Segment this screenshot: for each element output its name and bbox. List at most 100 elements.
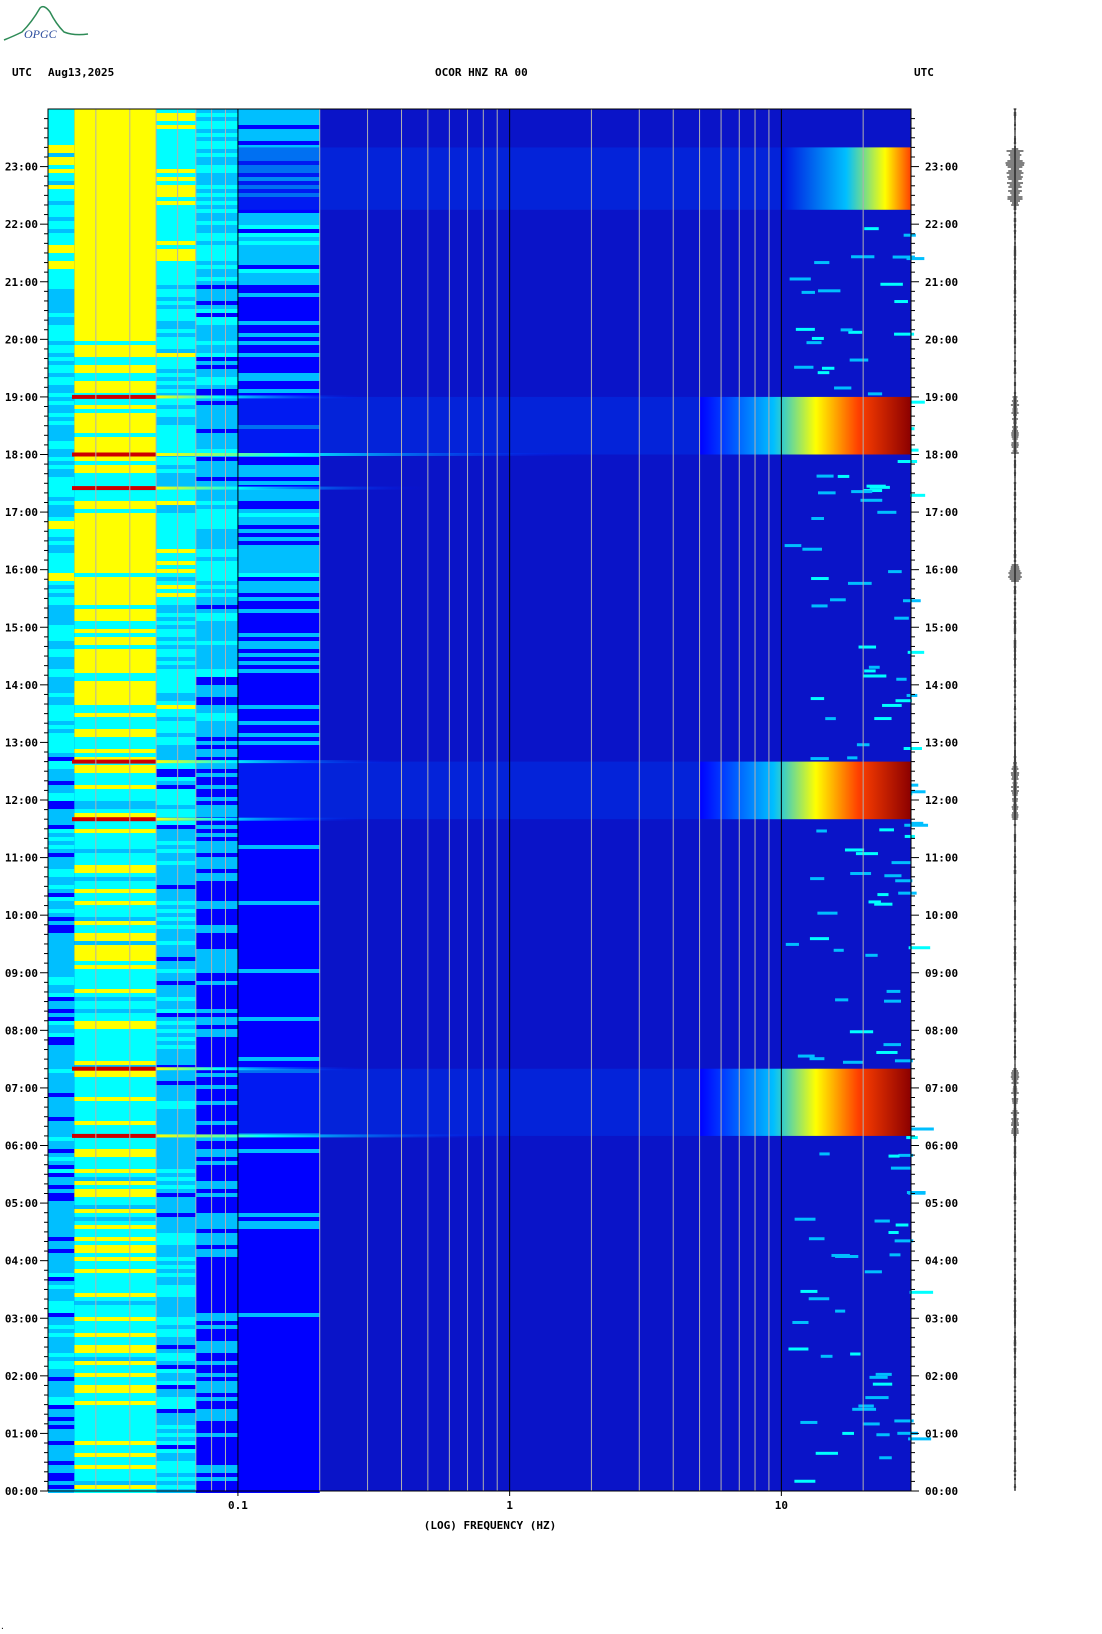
- microseism-cell: [48, 981, 75, 985]
- microseism-cell: [48, 1381, 75, 1385]
- microseism-cell: [195, 581, 238, 585]
- microseism-cell: [156, 693, 196, 697]
- microseism-cell: [74, 685, 157, 689]
- microseism-cell: [156, 841, 196, 845]
- microseism-cell: [156, 1421, 196, 1425]
- microseism-cell: [48, 869, 75, 873]
- microseism-cell: [156, 213, 196, 217]
- microseism-cell: [74, 177, 157, 181]
- microseism-cell: [195, 1461, 238, 1465]
- microseism-cell: [48, 465, 75, 469]
- microseism-cell: [74, 121, 157, 125]
- microseism-cell: [156, 317, 196, 321]
- microseism-cell: [237, 109, 320, 113]
- microseism-cell: [48, 1361, 75, 1365]
- microseism-cell: [156, 1349, 196, 1353]
- microseism-cell: [237, 209, 320, 213]
- microseism-cell: [48, 921, 75, 925]
- microseism-cell: [195, 493, 238, 497]
- microseism-cell: [48, 593, 75, 597]
- noise-speckle: [908, 1191, 926, 1195]
- microseism-cell: [74, 373, 157, 377]
- microseism-cell: [48, 729, 75, 733]
- microseism-cell: [156, 777, 196, 781]
- microseism-cell: [74, 245, 157, 249]
- microseism-cell: [195, 181, 238, 185]
- microseism-cell: [156, 1309, 196, 1313]
- microseism-cell: [195, 661, 238, 665]
- microseism-cell: [195, 593, 238, 597]
- microseism-cell: [195, 837, 238, 841]
- microseism-cell: [156, 905, 196, 909]
- microseism-cell: [237, 917, 320, 921]
- noise-speckle: [842, 1060, 863, 1064]
- noise-speckle: [816, 829, 827, 833]
- microseism-cell: [48, 217, 75, 221]
- microseism-cell: [48, 313, 75, 317]
- microseism-cell: [237, 1009, 320, 1013]
- microseism-cell: [74, 229, 157, 233]
- microseism-cell: [156, 737, 196, 741]
- microseism-cell: [195, 241, 238, 245]
- microseism-cell: [48, 269, 75, 273]
- microseism-cell: [195, 989, 238, 993]
- microseism-cell: [156, 1241, 196, 1245]
- microseism-cell: [74, 1485, 157, 1489]
- microseism-cell: [48, 965, 75, 969]
- microseism-cell: [74, 193, 157, 197]
- microseism-cell: [237, 829, 320, 833]
- microseism-cell: [195, 265, 238, 269]
- noise-speckle: [789, 277, 811, 281]
- microseism-cell: [74, 1349, 157, 1353]
- microseism-cell: [156, 629, 196, 633]
- microseism-cell: [156, 769, 196, 773]
- noise-speckle: [840, 328, 853, 332]
- microseism-cell: [74, 1329, 157, 1333]
- microseism-cell: [156, 881, 196, 885]
- microseism-cell: [237, 217, 320, 221]
- y-tick-label-left: 11:00: [5, 852, 38, 865]
- microseism-cell: [237, 1473, 320, 1477]
- microseism-cell: [237, 745, 320, 749]
- microseism-cell: [195, 1345, 238, 1349]
- microseism-cell: [237, 841, 320, 845]
- microseism-cell: [237, 141, 320, 145]
- microseism-cell: [237, 937, 320, 941]
- microseism-cell: [74, 1117, 157, 1121]
- microseism-cell: [195, 1265, 238, 1269]
- microseism-cell: [195, 857, 238, 861]
- microseism-cell: [156, 1445, 196, 1449]
- microseism-cell: [74, 945, 157, 949]
- microseism-cell: [156, 1397, 196, 1401]
- microseism-cell: [195, 617, 238, 621]
- microseism-cell: [156, 1429, 196, 1433]
- microseism-cell: [48, 1421, 75, 1425]
- microseism-cell: [48, 529, 75, 533]
- microseism-cell: [237, 553, 320, 557]
- microseism-cell: [237, 345, 320, 349]
- microseism-cell: [74, 873, 157, 877]
- microseism-cell: [74, 765, 157, 769]
- microseism-cell: [74, 1397, 157, 1401]
- microseism-cell: [156, 385, 196, 389]
- microseism-cell: [237, 1297, 320, 1301]
- microseism-cell: [156, 825, 196, 829]
- microseism-cell: [237, 501, 320, 505]
- microseism-cell: [48, 1453, 75, 1457]
- microseism-cell: [156, 509, 196, 513]
- microseism-cell: [237, 145, 320, 149]
- microseism-cell: [237, 941, 320, 945]
- microseism-cell: [74, 125, 157, 129]
- microseism-cell: [195, 809, 238, 813]
- microseism-cell: [195, 289, 238, 293]
- microseism-cell: [48, 649, 75, 653]
- microseism-cell: [237, 1301, 320, 1305]
- microseism-cell: [237, 1161, 320, 1165]
- noise-speckle: [835, 1309, 846, 1313]
- microseism-cell: [237, 1217, 320, 1221]
- microseism-cell: [195, 633, 238, 637]
- microseism-cell: [48, 1085, 75, 1089]
- microseism-cell: [74, 1445, 157, 1449]
- microseism-cell: [237, 989, 320, 993]
- microseism-cell: [195, 933, 238, 937]
